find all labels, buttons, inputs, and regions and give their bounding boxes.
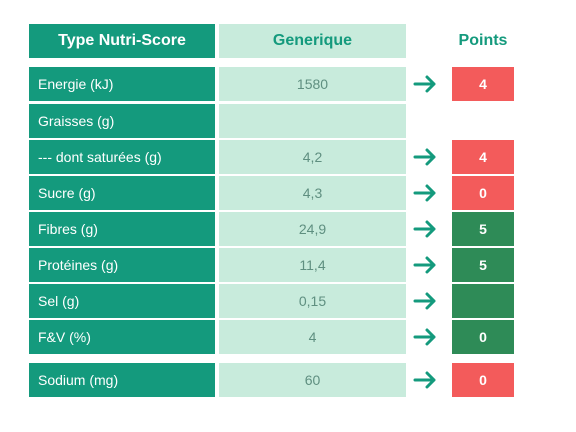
header-generique: Generique [219,24,406,58]
row-fv: F&V (%) 4 0 [0,320,576,354]
row-label: Energie (kJ) [29,67,215,101]
row-value: 0,15 [219,284,406,318]
arrow-right-icon [413,148,436,166]
row-value [219,104,406,138]
row-label: Protéines (g) [29,248,215,282]
row-graisses: Graisses (g) [0,104,576,138]
header-type-nutri-score: Type Nutri-Score [29,24,215,58]
arrow-right-icon [413,292,436,310]
points-badge: 5 [452,248,514,282]
row-proteines: Protéines (g) 11,4 5 [0,248,576,282]
points-badge: 5 [452,212,514,246]
row-label: Sel (g) [29,284,215,318]
arrow-right-icon [413,371,436,389]
row-label: --- dont saturées (g) [29,140,215,174]
points-badge [452,284,514,318]
row-value: 4 [219,320,406,354]
arrow-right-icon [413,220,436,238]
row-sel: Sel (g) 0,15 [0,284,576,318]
row-label: F&V (%) [29,320,215,354]
arrow-right-icon [413,184,436,202]
row-value: 4,3 [219,176,406,210]
row-label: Sodium (mg) [29,363,215,397]
row-sodium: Sodium (mg) 60 0 [0,363,576,397]
row-value: 60 [219,363,406,397]
row-label: Sucre (g) [29,176,215,210]
arrow-right-icon [413,75,436,93]
row-dont-saturees: --- dont saturées (g) 4,2 4 [0,140,576,174]
points-badge: 4 [452,140,514,174]
row-value: 11,4 [219,248,406,282]
header-points: Points [458,32,508,49]
arrow-right-icon [413,328,436,346]
row-value: 4,2 [219,140,406,174]
row-fibres: Fibres (g) 24,9 5 [0,212,576,246]
arrow-right-icon [413,256,436,274]
points-badge: 4 [452,67,514,101]
row-value: 24,9 [219,212,406,246]
row-label: Graisses (g) [29,104,215,138]
points-badge: 0 [452,176,514,210]
row-energie: Energie (kJ) 1580 4 [0,67,576,101]
row-value: 1580 [219,67,406,101]
points-badge: 0 [452,363,514,397]
points-badge: 0 [452,320,514,354]
row-label: Fibres (g) [29,212,215,246]
row-sucre: Sucre (g) 4,3 0 [0,176,576,210]
